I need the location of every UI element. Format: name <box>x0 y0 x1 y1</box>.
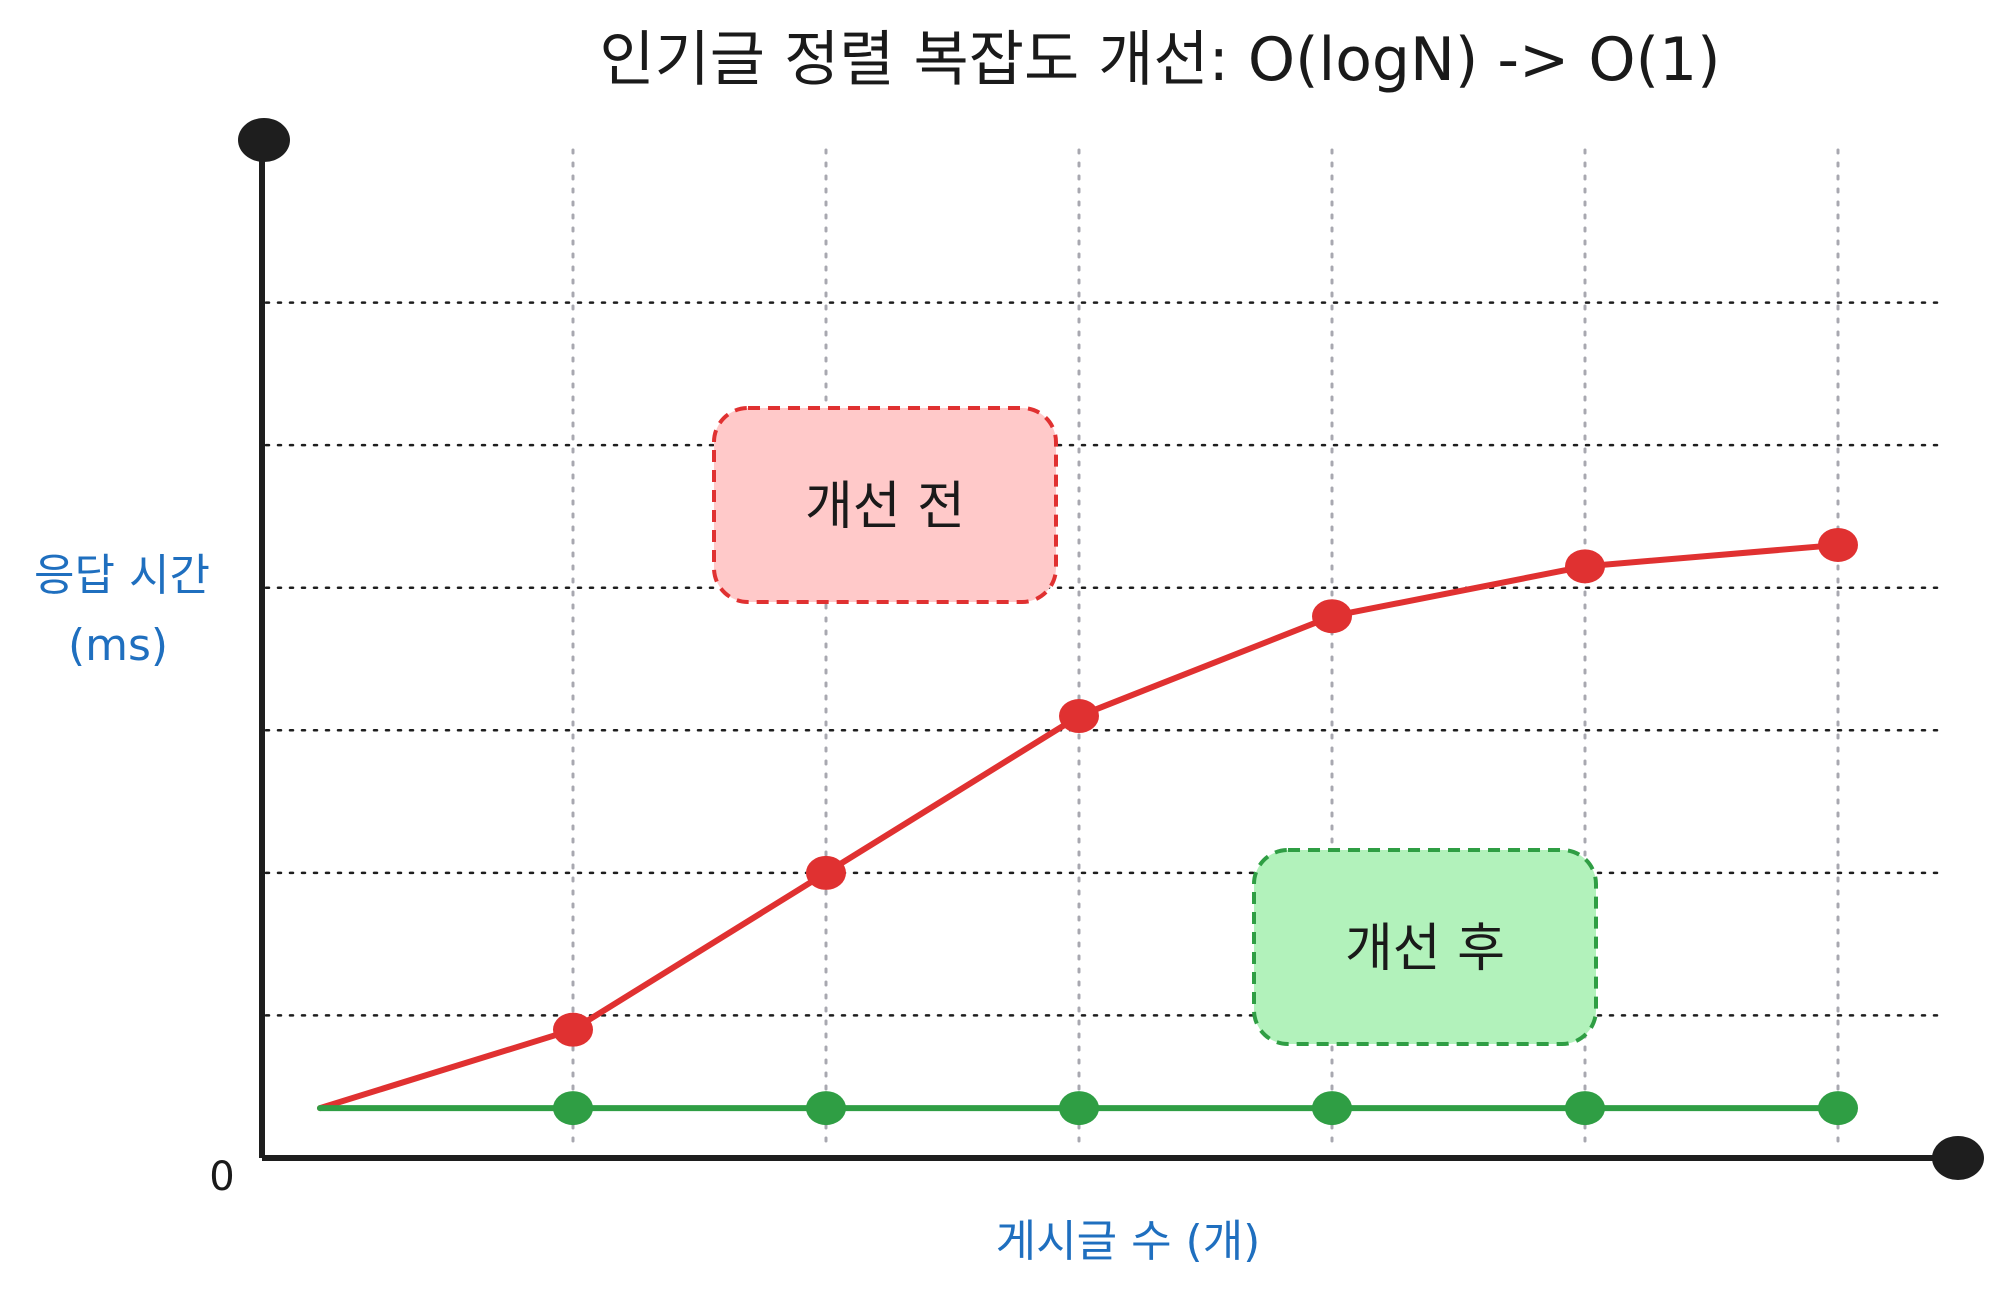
y-axis-label-line2: (ms) <box>68 620 168 671</box>
annotation-before-box <box>712 406 1058 604</box>
annotation-before-label: 개선 전 <box>805 477 965 537</box>
data-point-after <box>806 1091 846 1126</box>
grid <box>264 148 1946 1152</box>
annotation-after: 개선 후 <box>1252 848 1598 1046</box>
data-point-before <box>1059 699 1099 734</box>
data-point-after <box>1059 1091 1099 1126</box>
x-axis-end-dot <box>1932 1136 1984 1180</box>
data-point-before <box>1312 599 1352 634</box>
annotation-after-box <box>1252 848 1598 1046</box>
data-point-before <box>1818 527 1858 562</box>
annotation-after-label: 개선 후 <box>1345 919 1505 979</box>
data-point-after <box>1818 1091 1858 1126</box>
annotation-before: 개선 전 <box>712 406 1058 604</box>
data-point-after <box>1312 1091 1352 1126</box>
data-point-before <box>1565 549 1605 584</box>
data-point-after <box>1565 1091 1605 1126</box>
data-point-before <box>806 855 846 890</box>
y-axis-label-line1: 응답 시간 <box>34 550 210 601</box>
data-point-after <box>553 1091 593 1126</box>
chart-title: 인기글 정렬 복잡도 개선: O(logN) -> O(1) <box>599 25 1720 95</box>
origin-tick-label: 0 <box>209 1154 234 1200</box>
series <box>317 527 1858 1126</box>
data-point-before <box>553 1012 593 1047</box>
x-axis-label: 게시글 수 (개) <box>996 1216 1261 1267</box>
y-axis-end-dot <box>238 118 290 162</box>
